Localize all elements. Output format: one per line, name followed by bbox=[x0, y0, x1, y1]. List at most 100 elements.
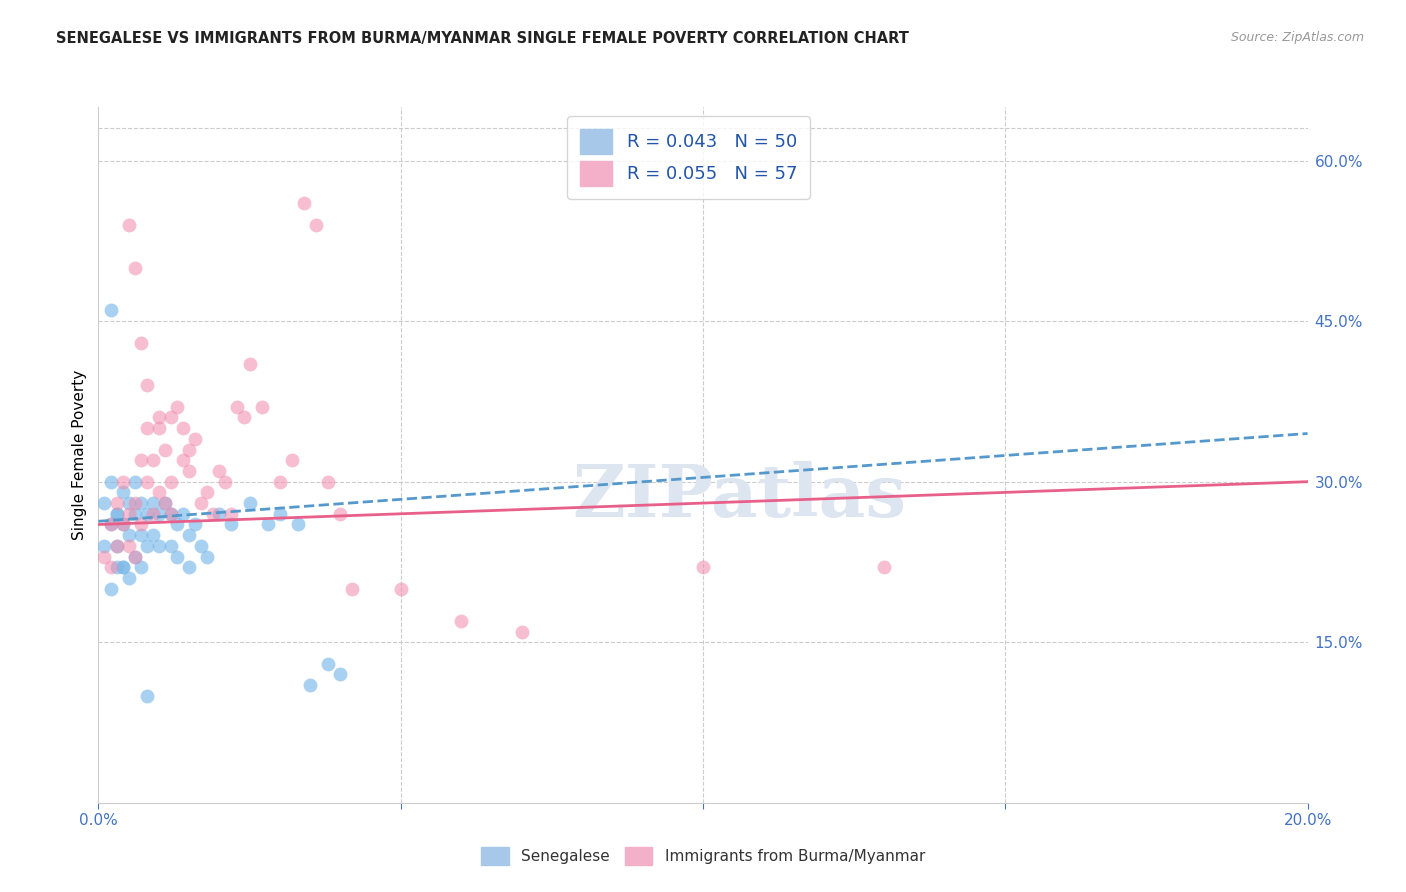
Point bbox=[148, 485, 170, 500]
Point bbox=[93, 549, 115, 564]
Point bbox=[329, 507, 352, 521]
Text: ZIPatlas: ZIPatlas bbox=[572, 461, 907, 533]
Point bbox=[316, 657, 339, 671]
Point bbox=[111, 475, 134, 489]
Text: SENEGALESE VS IMMIGRANTS FROM BURMA/MYANMAR SINGLE FEMALE POVERTY CORRELATION CH: SENEGALESE VS IMMIGRANTS FROM BURMA/MYAN… bbox=[56, 31, 910, 46]
Point bbox=[135, 539, 157, 553]
Legend: Senegalese, Immigrants from Burma/Myanmar: Senegalese, Immigrants from Burma/Myanma… bbox=[475, 841, 931, 871]
Point bbox=[160, 475, 183, 489]
Point bbox=[148, 421, 170, 435]
Point bbox=[305, 218, 328, 232]
Point bbox=[93, 539, 115, 553]
Point bbox=[100, 517, 122, 532]
Point bbox=[160, 507, 183, 521]
Point bbox=[142, 528, 165, 542]
Point bbox=[172, 507, 194, 521]
Point bbox=[135, 475, 157, 489]
Point bbox=[111, 517, 134, 532]
Point bbox=[124, 260, 146, 275]
Point bbox=[160, 507, 183, 521]
Point bbox=[124, 549, 146, 564]
Point bbox=[195, 549, 218, 564]
Point bbox=[148, 507, 170, 521]
Point bbox=[105, 560, 128, 574]
Point bbox=[129, 496, 152, 510]
Point bbox=[118, 539, 141, 553]
Point bbox=[118, 496, 141, 510]
Point bbox=[166, 549, 188, 564]
Point bbox=[329, 667, 352, 681]
Point bbox=[111, 517, 134, 532]
Point bbox=[179, 528, 201, 542]
Point bbox=[153, 496, 176, 510]
Point bbox=[111, 560, 134, 574]
Point bbox=[269, 507, 291, 521]
Point bbox=[179, 442, 201, 457]
Point bbox=[299, 678, 322, 692]
Point bbox=[510, 624, 533, 639]
Point bbox=[208, 464, 231, 478]
Point bbox=[692, 560, 714, 574]
Point bbox=[166, 400, 188, 414]
Point bbox=[172, 453, 194, 467]
Y-axis label: Single Female Poverty: Single Female Poverty bbox=[72, 370, 87, 540]
Point bbox=[105, 496, 128, 510]
Point bbox=[166, 517, 188, 532]
Point bbox=[226, 400, 249, 414]
Point bbox=[135, 421, 157, 435]
Point bbox=[160, 410, 183, 425]
Point bbox=[190, 539, 212, 553]
Point bbox=[195, 485, 218, 500]
Point bbox=[389, 582, 412, 596]
Point bbox=[269, 475, 291, 489]
Point bbox=[208, 507, 231, 521]
Text: Source: ZipAtlas.com: Source: ZipAtlas.com bbox=[1230, 31, 1364, 45]
Point bbox=[179, 560, 201, 574]
Point bbox=[100, 475, 122, 489]
Point bbox=[292, 196, 315, 211]
Point bbox=[111, 485, 134, 500]
Point bbox=[124, 507, 146, 521]
Point bbox=[129, 335, 152, 350]
Point bbox=[214, 475, 236, 489]
Point bbox=[118, 218, 141, 232]
Point bbox=[124, 496, 146, 510]
Point bbox=[221, 507, 243, 521]
Point bbox=[135, 378, 157, 392]
Point bbox=[129, 453, 152, 467]
Point bbox=[184, 432, 207, 446]
Point bbox=[172, 421, 194, 435]
Point bbox=[105, 539, 128, 553]
Point bbox=[100, 560, 122, 574]
Point bbox=[100, 582, 122, 596]
Legend: R = 0.043   N = 50, R = 0.055   N = 57: R = 0.043 N = 50, R = 0.055 N = 57 bbox=[567, 116, 810, 199]
Point bbox=[129, 517, 152, 532]
Point bbox=[142, 496, 165, 510]
Point bbox=[239, 357, 262, 371]
Point bbox=[873, 560, 896, 574]
Point bbox=[239, 496, 262, 510]
Point bbox=[202, 507, 225, 521]
Point bbox=[250, 400, 273, 414]
Point bbox=[179, 464, 201, 478]
Point bbox=[118, 571, 141, 585]
Point bbox=[118, 528, 141, 542]
Point bbox=[153, 496, 176, 510]
Point bbox=[190, 496, 212, 510]
Point bbox=[221, 517, 243, 532]
Point bbox=[105, 539, 128, 553]
Point bbox=[142, 453, 165, 467]
Point bbox=[450, 614, 472, 628]
Point bbox=[135, 507, 157, 521]
Point bbox=[93, 496, 115, 510]
Point bbox=[281, 453, 304, 467]
Point bbox=[142, 507, 165, 521]
Point bbox=[232, 410, 254, 425]
Point bbox=[160, 539, 183, 553]
Point bbox=[153, 442, 176, 457]
Point bbox=[287, 517, 309, 532]
Point bbox=[124, 549, 146, 564]
Point bbox=[105, 507, 128, 521]
Point bbox=[105, 507, 128, 521]
Point bbox=[129, 560, 152, 574]
